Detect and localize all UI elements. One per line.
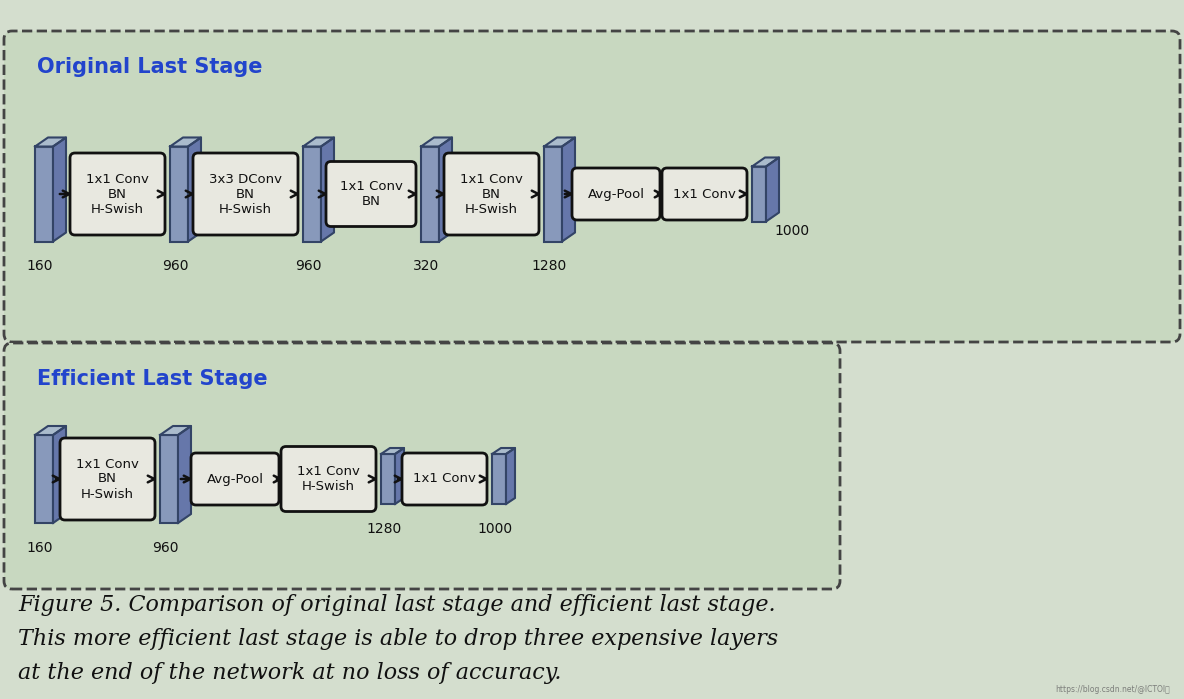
FancyBboxPatch shape <box>493 454 506 504</box>
FancyBboxPatch shape <box>191 453 279 505</box>
FancyBboxPatch shape <box>444 153 539 235</box>
FancyBboxPatch shape <box>662 168 747 220</box>
Polygon shape <box>543 138 575 147</box>
FancyBboxPatch shape <box>752 166 766 222</box>
Text: 1000: 1000 <box>477 522 513 536</box>
Polygon shape <box>188 138 201 241</box>
Text: 1000: 1000 <box>774 224 809 238</box>
FancyBboxPatch shape <box>543 147 562 241</box>
Text: 320: 320 <box>413 259 439 273</box>
Polygon shape <box>53 426 66 523</box>
Text: Figure 5. Comparison of original last stage and efficient last stage.: Figure 5. Comparison of original last st… <box>18 594 776 616</box>
Text: https://blog.csdn.net/@ICTOI屋: https://blog.csdn.net/@ICTOI屋 <box>1055 685 1170 694</box>
FancyBboxPatch shape <box>572 168 659 220</box>
Text: 960: 960 <box>152 541 179 555</box>
Text: 1x1 Conv: 1x1 Conv <box>673 187 736 201</box>
Polygon shape <box>321 138 334 241</box>
Text: 1x1 Conv: 1x1 Conv <box>413 473 476 486</box>
FancyBboxPatch shape <box>303 147 321 241</box>
Polygon shape <box>36 426 66 435</box>
FancyBboxPatch shape <box>281 447 377 512</box>
Text: This more efficient last stage is able to drop three expensive layers: This more efficient last stage is able t… <box>18 628 778 650</box>
Text: at the end of the network at no loss of accuracy.: at the end of the network at no loss of … <box>18 662 561 684</box>
Text: Avg-Pool: Avg-Pool <box>206 473 264 486</box>
Text: 1x1 Conv
BN
H-Swish: 1x1 Conv BN H-Swish <box>461 173 523 215</box>
FancyBboxPatch shape <box>4 31 1180 342</box>
Polygon shape <box>439 138 452 241</box>
Polygon shape <box>160 426 191 435</box>
FancyBboxPatch shape <box>70 153 165 235</box>
FancyBboxPatch shape <box>170 147 188 241</box>
FancyBboxPatch shape <box>36 435 53 523</box>
Polygon shape <box>36 138 66 147</box>
Polygon shape <box>422 138 452 147</box>
FancyBboxPatch shape <box>36 147 53 241</box>
Polygon shape <box>303 138 334 147</box>
FancyBboxPatch shape <box>193 153 298 235</box>
FancyBboxPatch shape <box>160 435 178 523</box>
Polygon shape <box>381 448 404 454</box>
Polygon shape <box>170 138 201 147</box>
Text: Avg-Pool: Avg-Pool <box>587 187 644 201</box>
Text: 160: 160 <box>27 541 53 555</box>
FancyBboxPatch shape <box>4 343 839 589</box>
Text: 1x1 Conv
BN: 1x1 Conv BN <box>340 180 403 208</box>
Text: 1x1 Conv
BN
H-Swish: 1x1 Conv BN H-Swish <box>76 458 139 500</box>
Text: 1x1 Conv
BN
H-Swish: 1x1 Conv BN H-Swish <box>86 173 149 215</box>
Text: 160: 160 <box>27 259 53 273</box>
Text: 1280: 1280 <box>532 259 567 273</box>
Text: Efficient Last Stage: Efficient Last Stage <box>37 369 268 389</box>
Text: 960: 960 <box>295 259 321 273</box>
FancyBboxPatch shape <box>381 454 395 504</box>
Polygon shape <box>752 157 779 166</box>
Polygon shape <box>766 157 779 222</box>
Text: 3x3 DConv
BN
H-Swish: 3x3 DConv BN H-Swish <box>210 173 282 215</box>
Text: 960: 960 <box>162 259 188 273</box>
Polygon shape <box>178 426 191 523</box>
Polygon shape <box>493 448 515 454</box>
FancyBboxPatch shape <box>403 453 487 505</box>
Polygon shape <box>53 138 66 241</box>
Polygon shape <box>562 138 575 241</box>
Polygon shape <box>395 448 404 504</box>
FancyBboxPatch shape <box>326 161 416 226</box>
FancyBboxPatch shape <box>60 438 155 520</box>
Text: Original Last Stage: Original Last Stage <box>37 57 263 77</box>
Polygon shape <box>506 448 515 504</box>
FancyBboxPatch shape <box>422 147 439 241</box>
Text: 1x1 Conv
H-Swish: 1x1 Conv H-Swish <box>297 465 360 493</box>
Text: 1280: 1280 <box>366 522 401 536</box>
